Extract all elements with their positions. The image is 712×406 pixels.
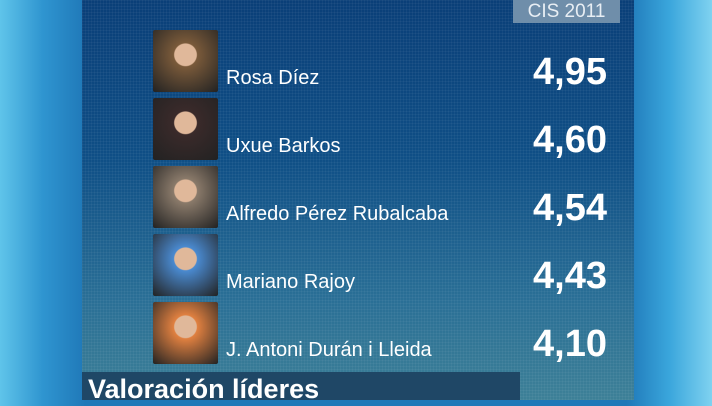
leader-photo <box>153 234 218 296</box>
leader-row: Alfredo Pérez Rubalcaba 4,54 <box>0 166 712 230</box>
leader-rating: 4,95 <box>533 51 607 93</box>
leader-row: J. Antoni Durán i Lleida 4,10 <box>0 302 712 366</box>
leader-photo <box>153 98 218 160</box>
leader-row: Rosa Díez 4,95 <box>0 30 712 94</box>
leader-name: Rosa Díez <box>226 67 320 89</box>
leader-rating: 4,10 <box>533 323 607 365</box>
title-bar <box>82 372 520 400</box>
leader-name: J. Antoni Durán i Lleida <box>226 339 432 361</box>
leader-row: Mariano Rajoy 4,43 <box>0 234 712 298</box>
leader-name: Alfredo Pérez Rubalcaba <box>226 203 449 225</box>
leader-name: Uxue Barkos <box>226 135 341 157</box>
leader-photo <box>153 166 218 228</box>
leader-row: Uxue Barkos 4,60 <box>0 98 712 162</box>
leader-name: Mariano Rajoy <box>226 271 355 293</box>
leader-rating: 4,54 <box>533 187 607 229</box>
leader-rating: 4,43 <box>533 255 607 297</box>
leader-rating: 4,60 <box>533 119 607 161</box>
leader-photo <box>153 302 218 364</box>
source-badge: CIS 2011 <box>513 0 620 23</box>
graphic-title: Valoración líderes <box>88 374 320 404</box>
leader-photo <box>153 30 218 92</box>
